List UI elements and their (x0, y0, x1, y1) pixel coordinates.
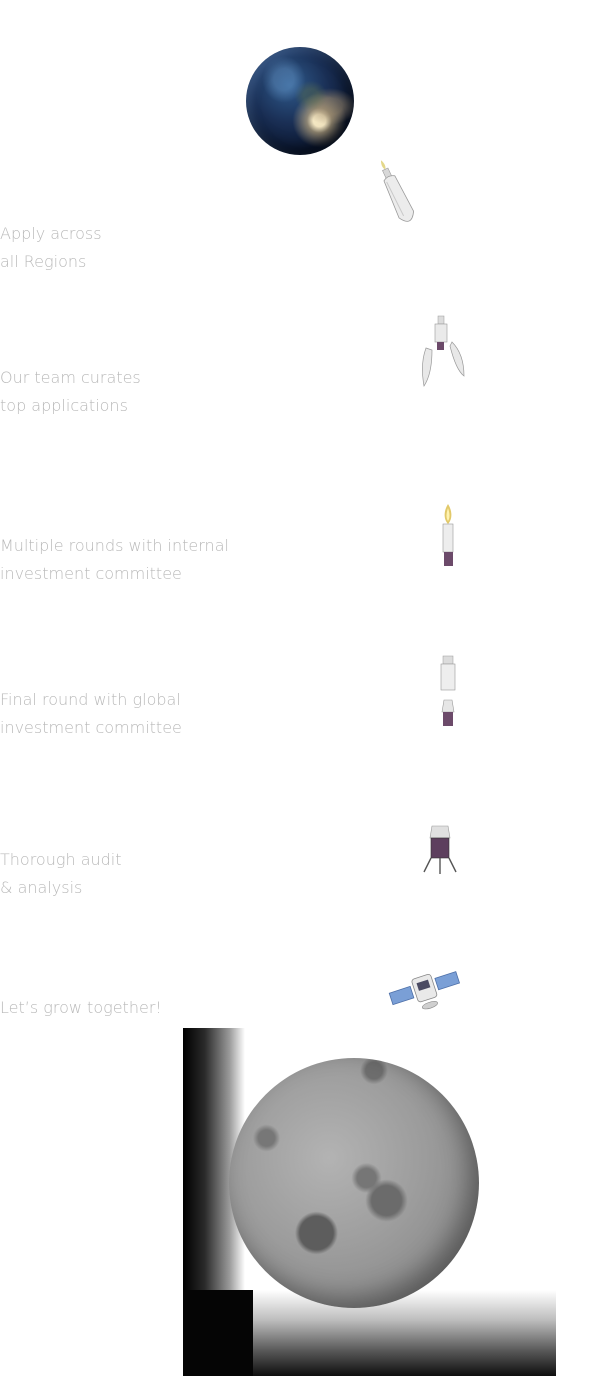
step-grow-line1: Let’s grow together! (0, 998, 162, 1017)
step-rounds-line2: investment committee (0, 564, 182, 583)
step-rounds-line1: Multiple rounds with internal (0, 536, 229, 555)
moon-icon (229, 1058, 479, 1308)
step-final-round: Final round with global investment commi… (0, 686, 182, 742)
step-apply: Apply across all Regions (0, 220, 102, 276)
rocket-module-separation-icon (440, 655, 456, 726)
step-final-round-line1: Final round with global (0, 690, 181, 709)
moon-panel (183, 1028, 556, 1376)
step-apply-line1: Apply across (0, 224, 102, 243)
step-grow: Let’s grow together! (0, 994, 162, 1022)
step-curate: Our team curates top applications (0, 364, 141, 420)
panel-shade-corner (183, 1290, 253, 1376)
earth-icon (246, 47, 354, 155)
step-curate-line1: Our team curates (0, 368, 141, 387)
rocket-upper-stage-icon (442, 504, 454, 566)
satellite-icon (388, 971, 461, 1010)
rocket-separation-icon (422, 315, 465, 387)
step-apply-line2: all Regions (0, 252, 87, 271)
step-audit-line2: & analysis (0, 878, 83, 897)
step-final-round-line2: investment committee (0, 718, 182, 737)
step-audit-line1: Thorough audit (0, 850, 122, 869)
lander-icon (423, 825, 457, 874)
step-rounds: Multiple rounds with internal investment… (0, 532, 229, 588)
step-curate-line2: top applications (0, 396, 128, 415)
rocket-icon (380, 160, 414, 222)
step-audit: Thorough audit & analysis (0, 846, 122, 902)
